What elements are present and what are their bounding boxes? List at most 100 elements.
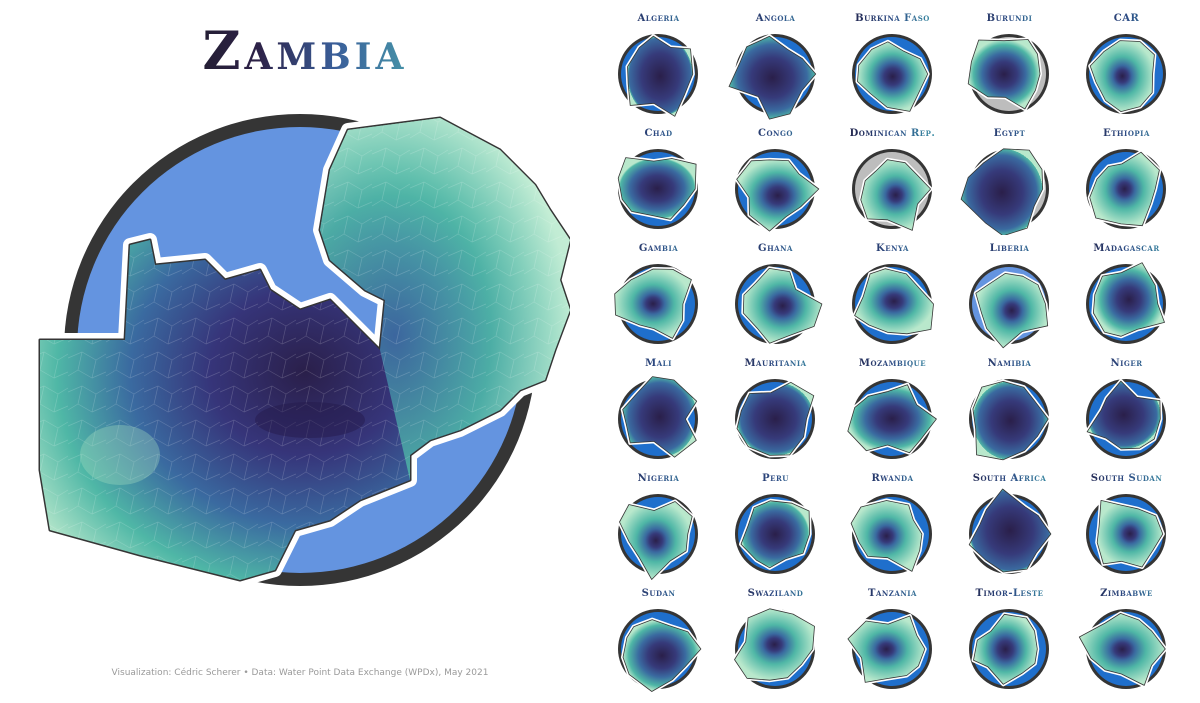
country-mini-map [969, 379, 1051, 462]
country-cell-egypt: Egypt [951, 125, 1068, 240]
country-label: Gambia [600, 243, 717, 254]
country-shape [627, 35, 694, 117]
country-label: Peru [717, 473, 834, 484]
country-cell-burkina-faso: Burkina Faso [834, 10, 951, 125]
country-cell-gambia: Gambia [600, 240, 717, 355]
country-mini-map [845, 379, 939, 459]
country-mini-map [967, 487, 1053, 574]
country-label: Egypt [951, 128, 1068, 139]
country-cell-niger: Niger [1068, 355, 1185, 470]
country-shape [622, 376, 698, 458]
country-shape [1093, 262, 1165, 337]
country-label: South Sudan [1068, 473, 1185, 484]
country-mini-map [618, 374, 699, 460]
country-label: Swaziland [717, 588, 834, 599]
country-label: Ghana [717, 243, 834, 254]
country-shape [857, 41, 929, 112]
country-label: Tanzania [834, 588, 951, 599]
country-cell-south-sudan: South Sudan [1068, 470, 1185, 585]
country-cell-south-africa: South Africa [951, 470, 1068, 585]
country-label: Rwanda [834, 473, 951, 484]
country-shape [736, 159, 820, 232]
country-cell-mozambique: Mozambique [834, 355, 951, 470]
country-cell-angola: Angola [717, 10, 834, 125]
country-cell-burundi: Burundi [951, 10, 1068, 125]
country-mini-map [618, 34, 698, 119]
country-shape [960, 148, 1044, 235]
country-cell-swaziland: Swaziland [717, 585, 834, 700]
country-mini-map [732, 606, 817, 689]
country-label: Nigeria [600, 473, 717, 484]
country-cell-liberia: Liberia [951, 240, 1068, 355]
country-label: Ethiopia [1068, 128, 1185, 139]
country-mini-map [735, 494, 815, 574]
country-shape [622, 619, 702, 692]
country-mini-map [617, 494, 698, 580]
country-mini-map [1085, 379, 1166, 459]
country-shape [740, 500, 810, 569]
country-shape [973, 613, 1038, 685]
country-label: Namibia [951, 358, 1068, 369]
country-shape [742, 268, 823, 344]
country-mini-map [959, 146, 1049, 235]
country-cell-algeria: Algeria [600, 10, 717, 125]
country-label: Dominican Rep. [834, 128, 951, 139]
country-mini-map [1086, 34, 1166, 114]
zambia-shape [33, 111, 570, 587]
country-label: Madagascar [1068, 243, 1185, 254]
zambia-hero-map [33, 111, 570, 587]
country-label: Zimbabwe [1068, 588, 1185, 599]
country-cell-nigeria: Nigeria [600, 470, 717, 585]
country-grid: Algeria Angola Burkina Faso Burundi CAR Chad C… [600, 10, 1185, 700]
country-cell-dominican-rep-: Dominican Rep. [834, 125, 951, 240]
country-cell-rwanda: Rwanda [834, 470, 951, 585]
country-shape [619, 501, 693, 580]
country-label: Timor-Leste [951, 588, 1068, 599]
country-mini-map [734, 149, 821, 234]
country-label: Sudan [600, 588, 717, 599]
country-mini-map [1086, 149, 1166, 229]
page-title: Zambia [150, 22, 460, 82]
country-mini-map [852, 264, 936, 344]
country-mini-map [735, 264, 824, 346]
country-mini-map [849, 494, 932, 574]
country-cell-congo: Congo [717, 125, 834, 240]
country-cell-zimbabwe: Zimbabwe [1068, 585, 1185, 700]
country-cell-namibia: Namibia [951, 355, 1068, 470]
source-caption: Visualization: Cédric Scherer • Data: Wa… [111, 668, 489, 678]
country-shape [736, 381, 815, 456]
country-shape [1086, 380, 1161, 450]
country-mini-map [852, 34, 932, 114]
country-mini-map [1077, 609, 1168, 689]
country-cell-kenya: Kenya [834, 240, 951, 355]
country-label: Burkina Faso [834, 13, 951, 24]
country-label: Kenya [834, 243, 951, 254]
country-shape [1096, 500, 1164, 568]
country-cell-mauritania: Mauritania [717, 355, 834, 470]
country-shape [860, 159, 931, 231]
country-shape [854, 268, 934, 335]
country-label: Chad [600, 128, 717, 139]
country-shape [967, 39, 1041, 110]
country-label: Algeria [600, 13, 717, 24]
country-cell-timor-leste: Timor-Leste [951, 585, 1068, 700]
country-mini-map [969, 264, 1050, 350]
country-shape [1089, 40, 1155, 112]
country-mini-map [1086, 260, 1167, 344]
country-shape [847, 615, 926, 683]
country-cell-ghana: Ghana [717, 240, 834, 355]
country-shape [1089, 151, 1160, 227]
country-cell-mali: Mali [600, 355, 717, 470]
country-mini-map [852, 149, 933, 233]
country-mini-map [966, 34, 1049, 114]
country-mini-map [618, 609, 703, 694]
country-label: Burundi [951, 13, 1068, 24]
country-label: Mauritania [717, 358, 834, 369]
country-shape [850, 500, 923, 572]
country-shape [968, 488, 1052, 573]
country-shape [1078, 613, 1166, 686]
country-shape [847, 384, 937, 454]
country-label: Liberia [951, 243, 1068, 254]
country-label: Angola [717, 13, 834, 24]
country-cell-chad: Chad [600, 125, 717, 240]
